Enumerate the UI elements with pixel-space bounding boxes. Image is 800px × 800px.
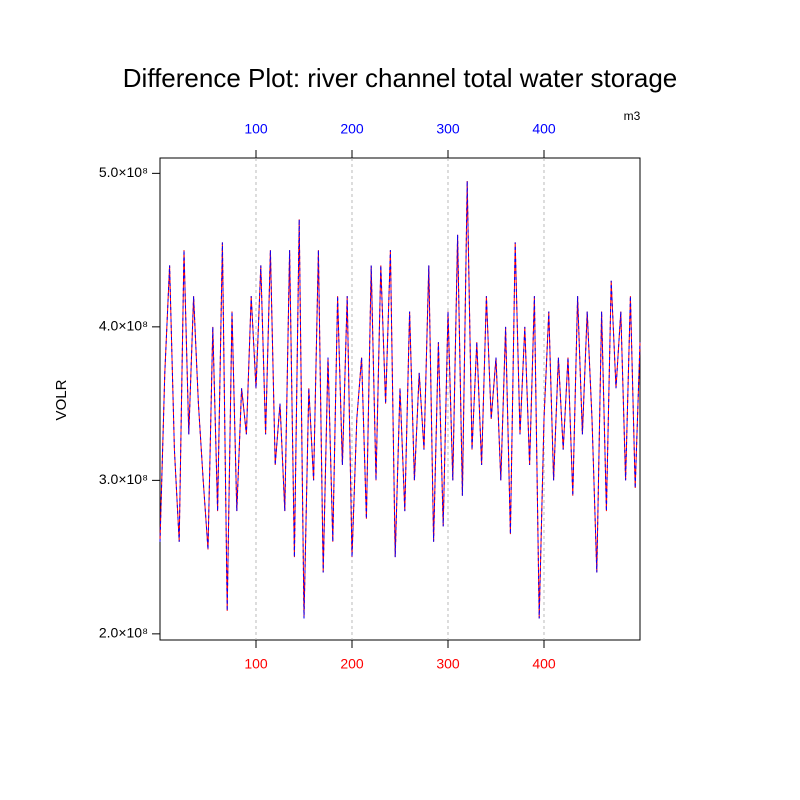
series-line [159, 181, 641, 619]
x-tick-label: 200 [340, 656, 364, 672]
x2-tick-label: 300 [436, 121, 460, 137]
x-tick-label: 100 [244, 656, 268, 672]
x-tick-label: 400 [532, 656, 556, 672]
y-tick-label: 5.0×10⁸ [99, 164, 148, 180]
chart-title: Difference Plot: river channel total wat… [123, 63, 677, 93]
y-tick-label: 3.0×10⁸ [99, 471, 148, 487]
units-label: m3 [624, 109, 641, 123]
x2-tick-label: 400 [532, 121, 556, 137]
y-tick-label: 2.0×10⁸ [99, 625, 148, 641]
y-tick-label: 4.0×10⁸ [99, 318, 148, 334]
x2-tick-label: 100 [244, 121, 268, 137]
series-line [159, 181, 641, 619]
y-axis-label: VOLR [53, 379, 70, 420]
plot-frame [159, 157, 641, 641]
x-tick-label: 300 [436, 656, 460, 672]
x2-tick-label: 200 [340, 121, 364, 137]
